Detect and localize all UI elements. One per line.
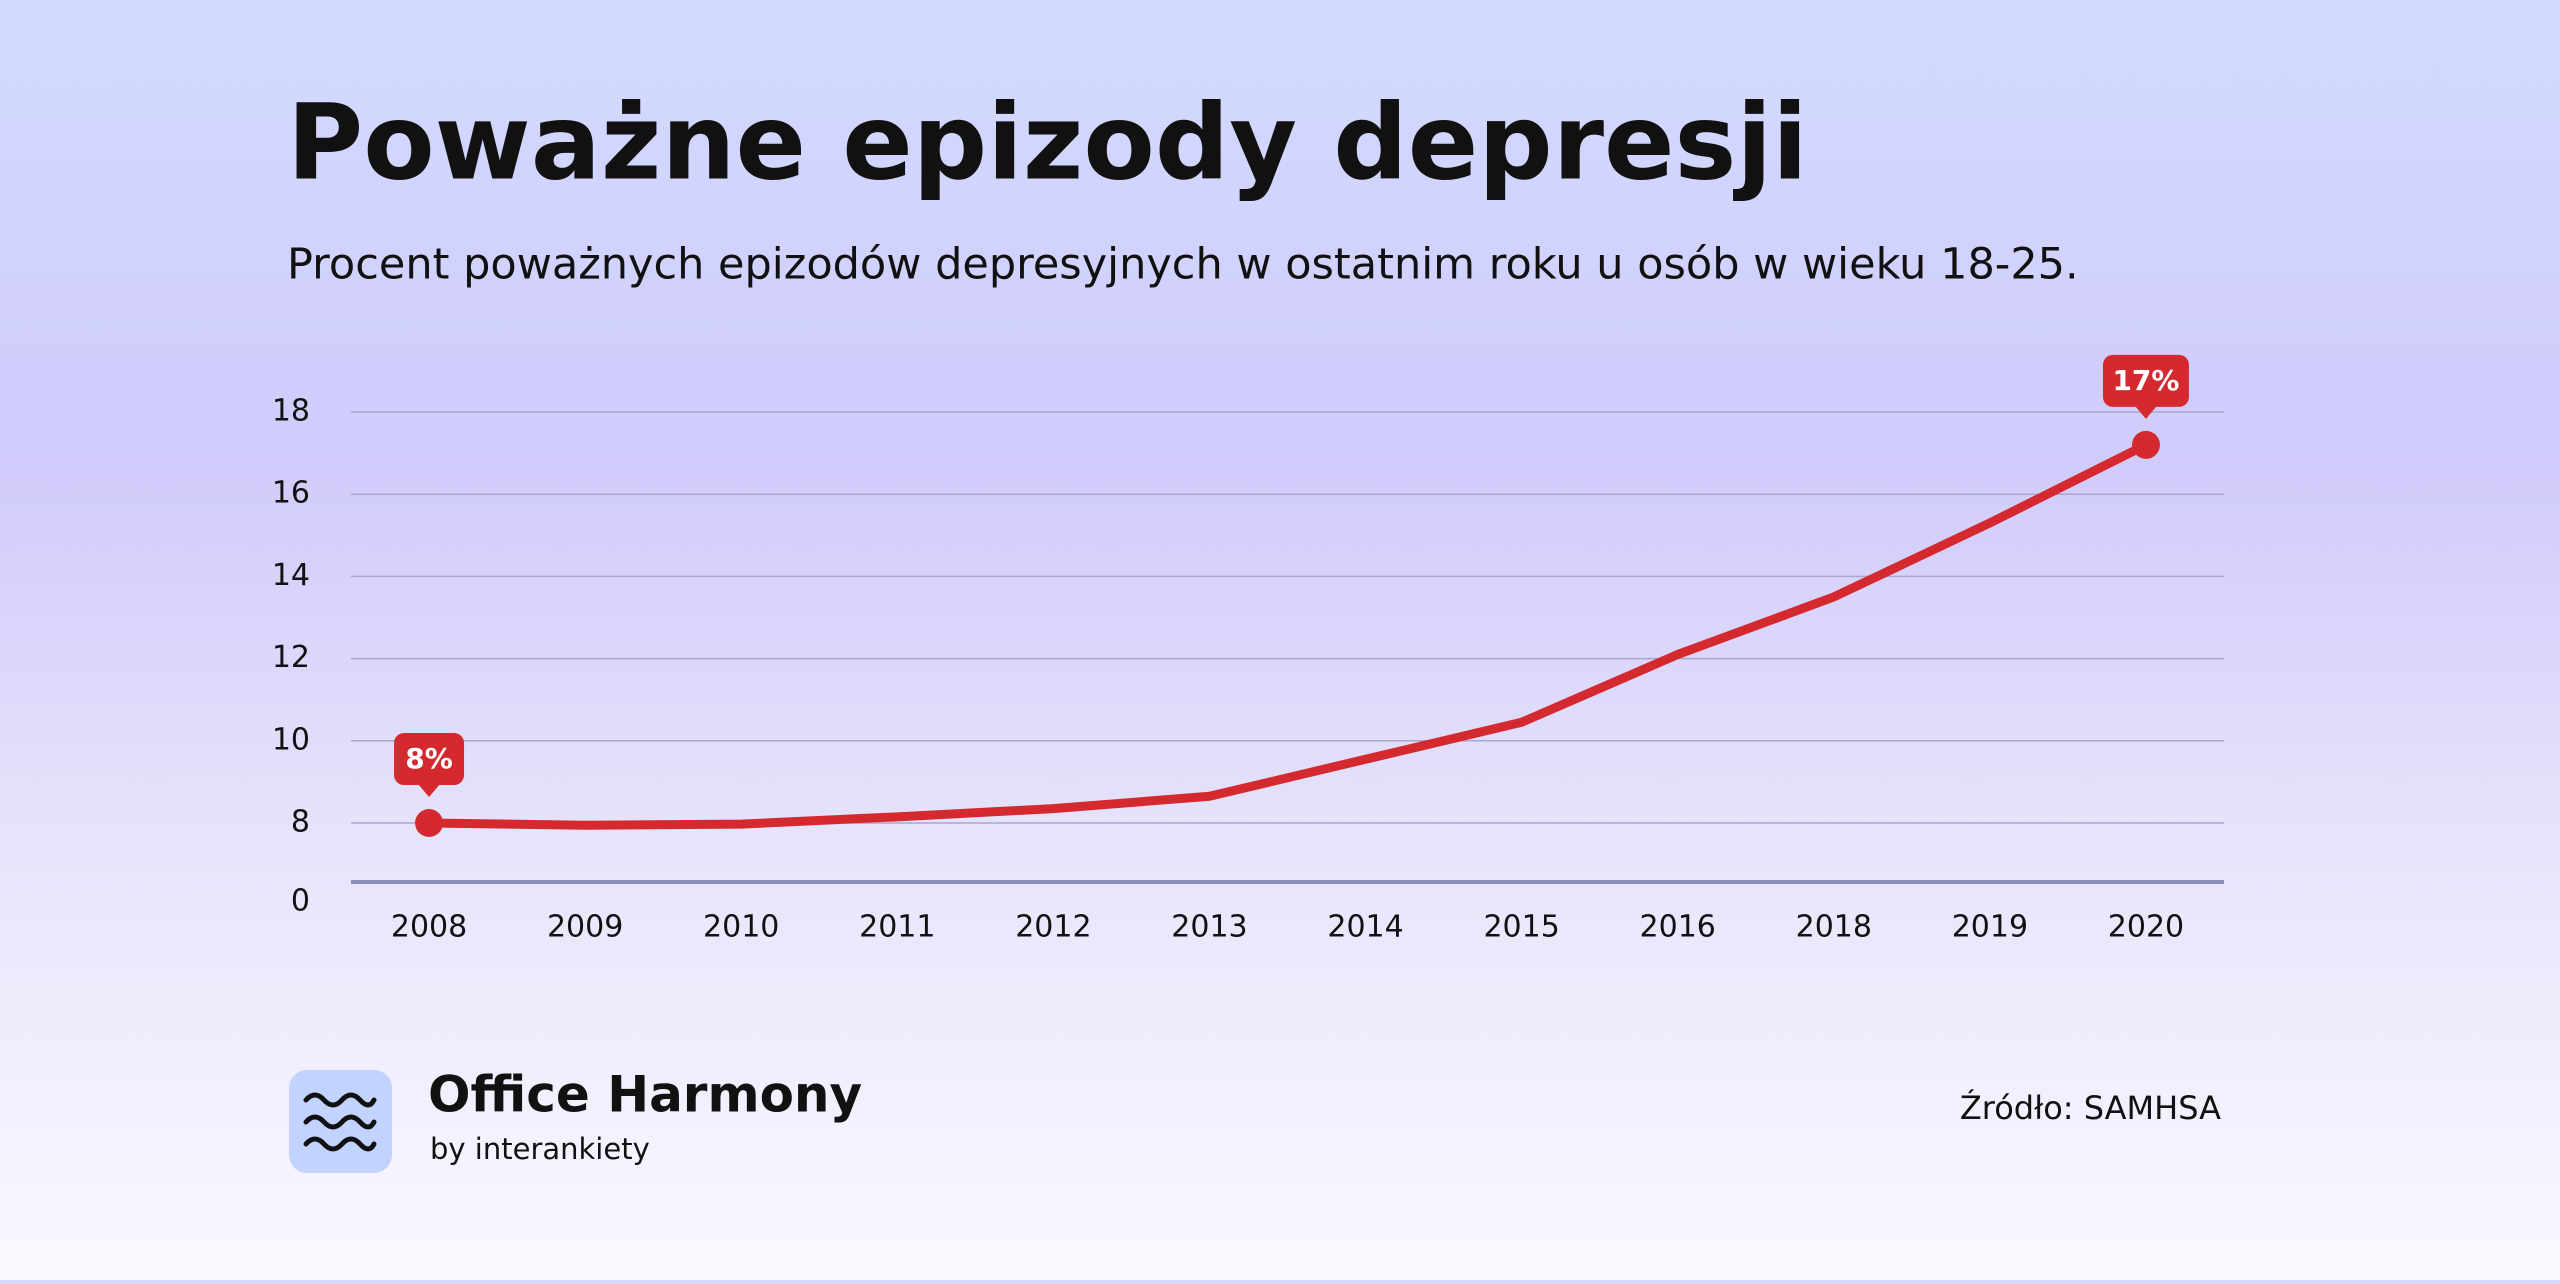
brand-byline: by interankiety — [430, 1132, 650, 1166]
callout-pointer — [2134, 405, 2157, 419]
value-callout: 8% — [394, 733, 465, 797]
callout-box — [2102, 354, 2189, 407]
y-tick-label: 12 — [272, 640, 310, 675]
x-tick-label: 2008 — [391, 910, 467, 945]
data-point — [415, 809, 444, 837]
x-tick-label: 2013 — [1171, 910, 1247, 945]
data-line — [424, 440, 2151, 830]
logo — [289, 1070, 392, 1173]
value-label: 8% — [405, 742, 453, 775]
x-tick-label: 2016 — [1640, 910, 1716, 945]
callout-pointer — [418, 784, 441, 797]
x-tick-label: 2010 — [703, 910, 779, 945]
source: Źródło: SAMHSA — [1960, 1089, 2221, 1127]
brand-name: Office Harmony — [428, 1066, 862, 1124]
y-tick-label: 8 — [291, 805, 310, 840]
x-tick-label: 2019 — [1952, 910, 2028, 945]
chart-title: Poważne epizody depresji — [287, 81, 1808, 203]
y-tick-label: 10 — [272, 722, 310, 757]
chart-subtitle: Procent poważnych epizodów depresyjnych … — [287, 240, 2079, 290]
x-tick-label: 2009 — [547, 910, 623, 945]
x-tick-label: 2020 — [2108, 910, 2184, 945]
callout-box — [394, 733, 465, 785]
x-tick-label: 2015 — [1483, 910, 1559, 945]
x-tick-label: 2011 — [859, 910, 935, 945]
value-callout: 17% — [2102, 354, 2189, 419]
value-label: 17% — [2112, 364, 2179, 397]
x-tick-label: 2014 — [1327, 910, 1403, 945]
y-tick-label: 16 — [272, 476, 310, 511]
x-tick-label: 2012 — [1015, 910, 1091, 945]
data-point — [2131, 430, 2160, 459]
y-tick-label: 14 — [272, 558, 310, 593]
y-tick-label: 0 — [291, 884, 310, 919]
y-tick-label: 18 — [272, 394, 310, 429]
x-tick-label: 2018 — [1796, 910, 1872, 945]
